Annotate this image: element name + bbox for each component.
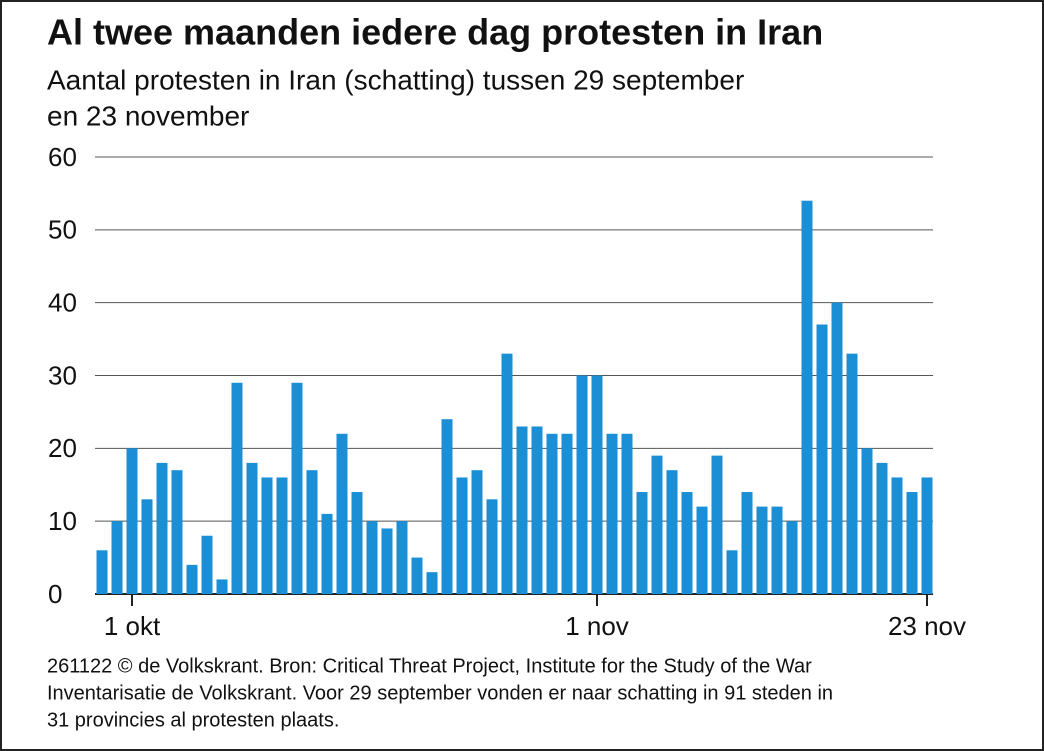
chart-subtitle: en 23 november [47, 100, 249, 131]
bar [261, 477, 273, 594]
bar [471, 470, 483, 594]
bar [651, 455, 663, 594]
bar [171, 470, 183, 594]
bar [141, 499, 153, 594]
bar [246, 462, 258, 594]
bar [621, 433, 633, 594]
bar [696, 506, 708, 594]
bar [636, 492, 648, 594]
bar [411, 557, 423, 594]
bar [816, 324, 828, 594]
bar [126, 448, 138, 594]
bar [501, 353, 513, 594]
x-tick-label: 23 nov [888, 611, 966, 641]
y-tick-label: 10 [48, 506, 77, 536]
y-tick-label: 40 [48, 288, 77, 318]
bar [681, 492, 693, 594]
y-tick-label: 20 [48, 433, 77, 463]
bar [516, 426, 528, 594]
footer: Inventarisatie de Volkskrant. Voor 29 se… [47, 682, 833, 704]
chart-title: Al twee maanden iedere dag protesten in … [47, 12, 823, 53]
bar [786, 521, 798, 594]
bar [336, 433, 348, 594]
bar [381, 528, 393, 594]
bar [831, 302, 843, 594]
bar [216, 579, 228, 594]
bar [441, 419, 453, 594]
bar [366, 521, 378, 594]
bar [291, 382, 303, 594]
bar [351, 492, 363, 594]
y-tick-label: 60 [48, 142, 77, 172]
bar [891, 477, 903, 594]
bar [771, 506, 783, 594]
bar [486, 499, 498, 594]
bar [546, 433, 558, 594]
bar [711, 455, 723, 594]
bar [876, 462, 888, 594]
bar [666, 470, 678, 594]
bar [726, 550, 738, 594]
bar [531, 426, 543, 594]
bar [111, 521, 123, 594]
bar [756, 506, 768, 594]
bar [156, 462, 168, 594]
bar [96, 550, 108, 594]
y-tick-label: 0 [48, 579, 62, 609]
bar [321, 513, 333, 594]
bar [576, 375, 588, 594]
bar [801, 200, 813, 594]
x-tick-label: 1 nov [565, 611, 629, 641]
bar [456, 477, 468, 594]
y-tick-label: 50 [48, 215, 77, 245]
bar [741, 492, 753, 594]
bar [276, 477, 288, 594]
bar [846, 353, 858, 594]
bar [231, 382, 243, 594]
x-tick-label: 1 okt [104, 611, 161, 641]
bar [921, 477, 933, 594]
bar [561, 433, 573, 594]
bar [306, 470, 318, 594]
bar [186, 564, 198, 594]
bar [591, 375, 603, 594]
bar [861, 448, 873, 594]
bar [426, 572, 438, 594]
bar [606, 433, 618, 594]
bar [396, 521, 408, 594]
y-tick-label: 30 [48, 360, 77, 390]
footer: 261122 © de Volkskrant. Bron: Critical T… [47, 655, 812, 677]
chart-subtitle: Aantal protesten in Iran (schatting) tus… [47, 64, 744, 95]
footer: 31 provincies al protesten plaats. [47, 709, 339, 731]
bar [201, 535, 213, 594]
bar [906, 492, 918, 594]
